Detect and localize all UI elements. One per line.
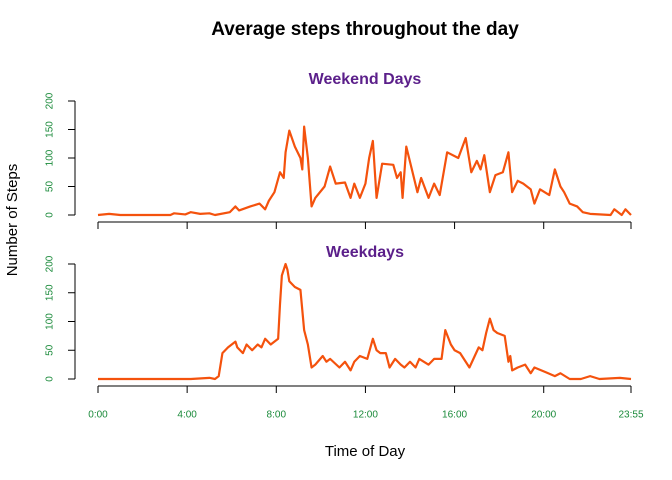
y-tick-label: 150 [45, 121, 56, 138]
x-tick-label: 16:00 [442, 410, 467, 421]
x-tick-label: 0:00 [88, 410, 108, 421]
chart-title: Average steps throughout the day [211, 19, 519, 40]
x-tick-label: 23:55 [618, 410, 643, 421]
panel-title: Weekdays [326, 244, 404, 261]
y-tick-label: 50 [45, 344, 56, 356]
y-axis-label: Number of Steps [4, 164, 21, 277]
data-line [98, 262, 632, 381]
x-tick-label: 8:00 [267, 410, 287, 421]
y-tick-label: 0 [45, 376, 56, 382]
panel-title: Weekend Days [309, 71, 422, 88]
x-tick-label: 12:00 [353, 410, 378, 421]
y-tick-label: 100 [45, 149, 56, 166]
y-tick-label: 200 [45, 92, 56, 109]
y-tick-label: 50 [45, 181, 56, 193]
y-tick-label: 150 [45, 284, 56, 301]
y-tick-label: 100 [45, 313, 56, 330]
x-tick-label: 20:00 [531, 410, 556, 421]
data-line [97, 125, 632, 217]
y-tick-label: 200 [45, 255, 56, 272]
x-axis-label: Time of Day [325, 443, 406, 460]
x-tick-label: 4:00 [177, 410, 197, 421]
y-tick-label: 0 [45, 212, 56, 218]
